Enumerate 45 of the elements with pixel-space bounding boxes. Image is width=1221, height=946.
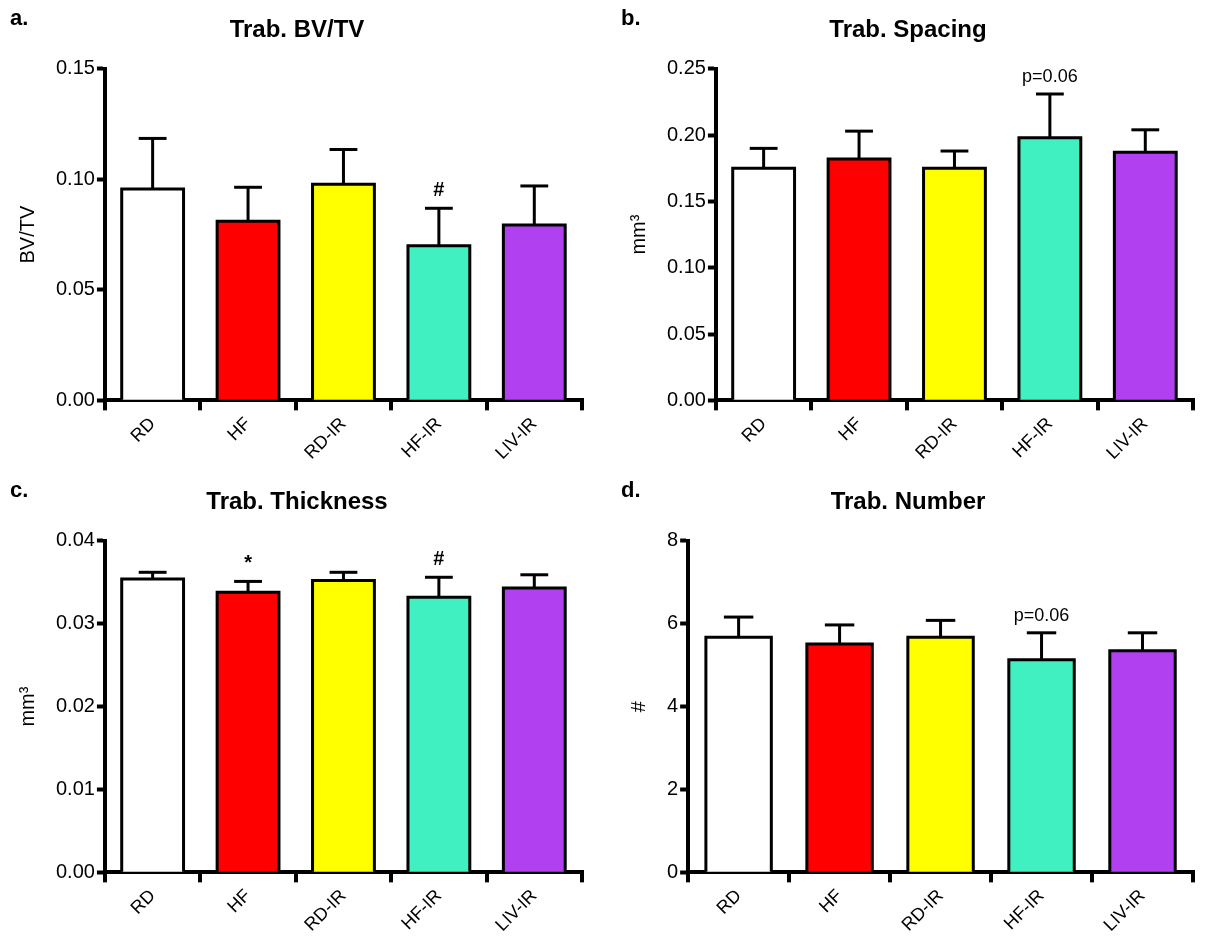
annotation: # (433, 177, 445, 200)
y-tick-label: 0.05 (55, 277, 95, 300)
x-tick-label: HF (223, 885, 255, 917)
x-tick-label: HF (814, 885, 846, 917)
annotation: p=0.06 (1013, 604, 1070, 625)
x-tick-label: RD (737, 413, 770, 446)
y-tick-label: 0.10 (666, 255, 706, 278)
annotation: p=0.06 (1022, 65, 1078, 86)
y-tick-label: 0.01 (55, 776, 95, 799)
annotation: * (244, 550, 253, 573)
x-tick-label: RD (712, 885, 745, 918)
x-tick-label: RD (126, 413, 159, 446)
y-axis-title: mm³ (15, 686, 38, 727)
y-tick-label: 0.25 (666, 56, 706, 79)
y-tick-label: 8 (667, 528, 679, 551)
x-tick-label: RD (126, 885, 159, 918)
y-tick-label: 4 (667, 694, 679, 717)
y-tick-label: 0.04 (55, 528, 95, 551)
y-axis-title: BV/TV (15, 205, 38, 264)
y-tick-label: 0.10 (55, 166, 95, 189)
chart-title: Trab. Spacing (829, 15, 987, 43)
y-tick-label: 0.00 (666, 387, 706, 410)
y-axis-title: # (626, 700, 649, 713)
chart-title: Trab. Thickness (206, 487, 388, 515)
x-tick-label: HF (223, 413, 255, 445)
y-tick-label: 0.20 (666, 122, 706, 145)
chart-title: Trab. Number (830, 487, 986, 515)
text: d. (621, 477, 641, 503)
y-tick-label: 0.00 (55, 859, 95, 882)
y-tick-label: 0.15 (666, 188, 706, 211)
y-tick-label: 0.03 (55, 611, 95, 634)
text: a. (10, 5, 29, 31)
y-tick-label: 2 (667, 776, 679, 799)
text: b. (621, 5, 641, 31)
text: c. (10, 477, 29, 503)
y-tick-label: 6 (667, 611, 679, 634)
y-tick-label: 0 (667, 859, 679, 882)
y-tick-label: 0.00 (55, 387, 95, 410)
y-tick-label: 0.02 (55, 694, 95, 717)
y-tick-label: 0.05 (666, 321, 706, 344)
annotation: # (433, 546, 445, 569)
chart-title: Trab. BV/TV (229, 15, 365, 43)
y-axis-title: mm³ (626, 214, 649, 255)
y-tick-label: 0.15 (55, 56, 95, 79)
x-tick-label: HF (834, 413, 866, 445)
